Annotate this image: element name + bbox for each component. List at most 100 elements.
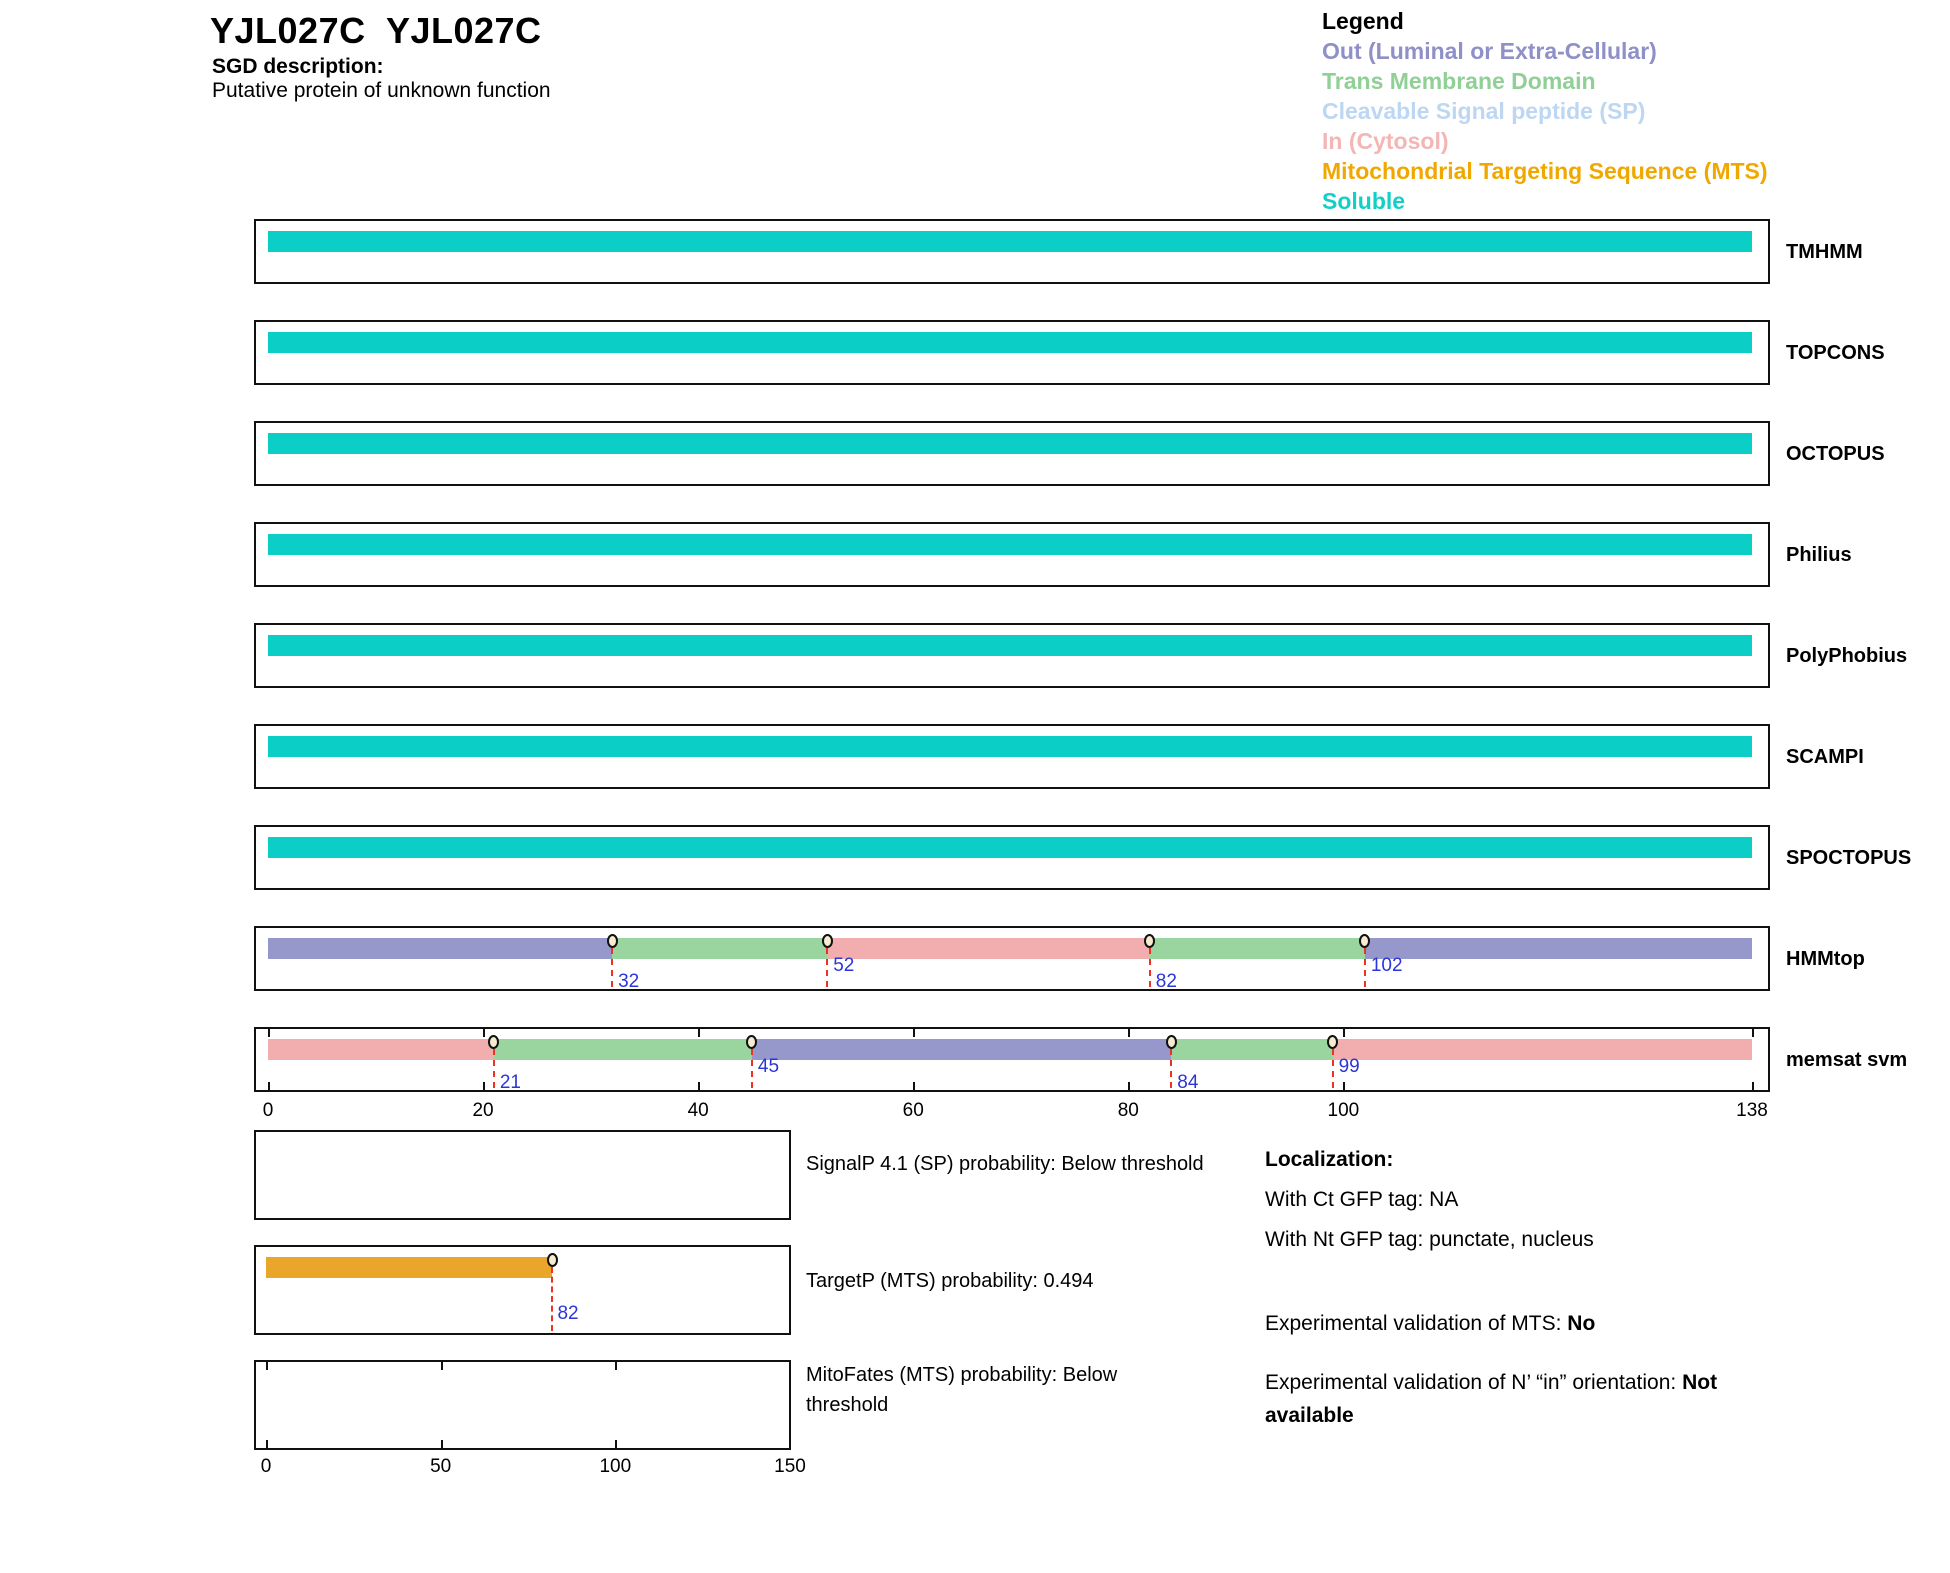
topology-segment-tm	[1149, 938, 1365, 959]
topology-segment-out	[1364, 938, 1752, 959]
axis-tick-label: 60	[902, 1100, 924, 1121]
legend-items: Out (Luminal or Extra-Cellular) Trans Mem…	[1322, 36, 1768, 216]
axis-tick	[440, 1440, 443, 1448]
mitofates-label: MitoFates (MTS) probability: Below thres…	[806, 1364, 1118, 1416]
track-box-spoctopus	[254, 825, 1770, 890]
boundary-label: 52	[833, 955, 855, 976]
topology-segment-in	[268, 1039, 494, 1060]
axis-tick	[913, 1082, 916, 1090]
boundary-label: 84	[1177, 1072, 1199, 1093]
topology-segment-soluble	[268, 332, 1752, 353]
axis-tick	[1752, 1082, 1754, 1090]
topology-segment-soluble	[268, 736, 1752, 757]
boundary-line	[551, 1267, 554, 1331]
topology-segment-tm	[493, 1039, 752, 1060]
legend: Legend Out (Luminal or Extra-Cellular) Tr…	[1322, 6, 1768, 216]
track-box-philius	[254, 522, 1770, 587]
axis-tick-label: 80	[1117, 1100, 1139, 1121]
boundary-line	[1363, 948, 1366, 987]
boundary-line	[611, 948, 614, 987]
axis-tick-label: 138	[1736, 1100, 1768, 1121]
axis-tick-label: 150	[774, 1456, 806, 1477]
axis-tick-label: 20	[472, 1100, 494, 1121]
axis-tick	[615, 1440, 618, 1448]
boundary-label: 82	[557, 1303, 579, 1324]
track-label-topcons: TOPCONS	[1786, 342, 1885, 364]
axis-tick	[698, 1029, 701, 1037]
mts-validation-text: Experimental validation of MTS:	[1265, 1312, 1568, 1335]
orientation-validation-value: Not available	[1265, 1371, 1718, 1427]
topology-segment-out	[751, 1039, 1172, 1060]
topology-segment-soluble	[268, 534, 1752, 555]
track-label-memsat-svm: memsat svm	[1786, 1049, 1908, 1071]
boundary-label: 99	[1338, 1056, 1360, 1077]
track-box-hmmtop: 32 52 82 102	[254, 926, 1770, 992]
boundary-label: 45	[757, 1056, 780, 1077]
legend-item-in-cytosol: In (Cytosol)	[1322, 128, 1449, 154]
localization-ct-gfp: With Ct GFP tag: NA	[1265, 1188, 1459, 1211]
axis-tick	[266, 1440, 268, 1448]
boundary-marker	[821, 934, 833, 948]
axis-tick	[483, 1082, 486, 1090]
axis-tick	[615, 1362, 618, 1370]
axis-tick-label: 0	[262, 1100, 274, 1121]
signalp-plot	[254, 1130, 791, 1220]
axis-tick	[913, 1029, 916, 1037]
topology-segment-soluble	[268, 837, 1752, 858]
axis-tick-label: 100	[599, 1456, 632, 1477]
boundary-marker	[746, 1035, 758, 1049]
axis-tick	[440, 1362, 443, 1370]
legend-item-out-luminal-or-extra-cellular: Out (Luminal or Extra-Cellular)	[1322, 38, 1657, 64]
axis-tick-label: 40	[687, 1100, 709, 1121]
boundary-line	[492, 1049, 495, 1088]
axis-tick	[1752, 1029, 1754, 1037]
track-box-octopus	[254, 421, 1770, 486]
legend-title: Legend	[1322, 8, 1404, 34]
mitofates-plot	[254, 1360, 791, 1450]
track-label-spoctopus: SPOCTOPUS	[1786, 847, 1912, 869]
boundary-marker	[1144, 934, 1156, 948]
axis-tick	[1128, 1082, 1131, 1090]
boundary-line	[1170, 1049, 1173, 1088]
boundary-marker	[1327, 1035, 1339, 1049]
track-label-scampi: SCAMPI	[1786, 746, 1864, 768]
track-box-polyphobius	[254, 623, 1770, 688]
axis-tick	[266, 1362, 268, 1370]
track-label-hmmtop: HMMtop	[1786, 948, 1865, 970]
legend-item-soluble: Soluble	[1322, 188, 1406, 214]
axis-tick-label: 50	[430, 1456, 452, 1477]
boundary-label: 82	[1155, 971, 1177, 992]
targetp-label: TargetP (MTS) probability: 0.494	[806, 1270, 1094, 1292]
topology-segment-soluble	[268, 231, 1752, 252]
signalp-label: SignalP 4.1 (SP) probability: Below thre…	[806, 1153, 1204, 1175]
topology-segment-in	[1332, 1039, 1752, 1060]
boundary-line	[750, 1049, 753, 1088]
boundary-label: 102	[1370, 955, 1403, 976]
boundary-marker	[488, 1035, 500, 1049]
legend-item-trans-membrane-domain: Trans Membrane Domain	[1322, 68, 1596, 94]
track-box-scampi	[254, 724, 1770, 789]
legend-item-mitochondrial-targeting-sequence-mts: Mitochondrial Targeting Sequence (MTS)	[1322, 158, 1768, 184]
boundary-line	[826, 948, 829, 987]
boundary-marker	[1359, 934, 1371, 948]
mts-validation-value: No	[1567, 1312, 1596, 1335]
boundary-marker	[1165, 1035, 1177, 1049]
axis-tick	[268, 1029, 270, 1037]
topology-segment-in	[827, 938, 1150, 959]
boundary-marker	[546, 1253, 558, 1267]
axis-tick	[698, 1082, 701, 1090]
localization-nt-gfp: With Nt GFP tag: punctate, nucleus	[1265, 1228, 1594, 1251]
mts-validation: Experimental validation of MTS: No	[1265, 1312, 1595, 1336]
legend-item-cleavable-signal-peptide-sp: Cleavable Signal peptide (SP)	[1322, 98, 1646, 124]
axis-tick	[268, 1082, 270, 1090]
topology-segment-out	[268, 938, 613, 959]
topology-segment-tm	[1171, 1039, 1333, 1060]
axis-tick	[483, 1029, 486, 1037]
localization-heading: Localization:	[1265, 1148, 1394, 1171]
track-label-polyphobius: PolyPhobius	[1786, 645, 1908, 667]
track-label-philius: Philius	[1786, 544, 1852, 566]
probability-segment-mts	[266, 1257, 553, 1278]
topology-segment-tm	[612, 938, 828, 959]
orientation-validation-text: Experimental validation of N’ “in” orien…	[1265, 1371, 1683, 1394]
